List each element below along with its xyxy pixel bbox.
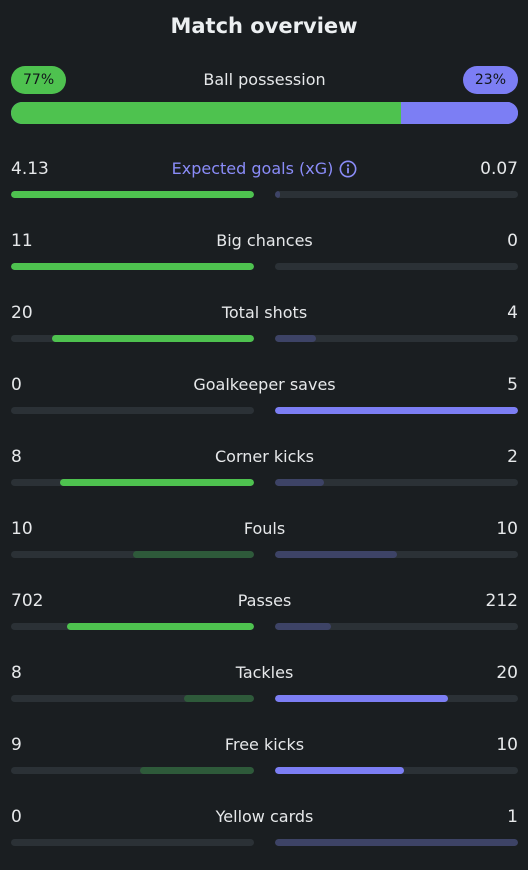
away-stat-bar-fill <box>275 767 404 774</box>
away-stat-bar <box>275 767 518 774</box>
stat-label-wrap: Goalkeeper saves <box>11 374 518 396</box>
home-stat-value: 8 <box>11 663 22 683</box>
stat-row: 0 Goalkeeper saves 5 <box>11 374 518 424</box>
page-title: Match overview <box>170 14 358 38</box>
stat-label: Goalkeeper saves <box>193 375 336 394</box>
away-stat-value: 0.07 <box>480 159 518 179</box>
home-stat-bar-fill <box>183 695 254 702</box>
stat-label-wrap: Tackles <box>11 662 518 684</box>
away-stat-bar <box>275 551 518 558</box>
away-stat-bar <box>275 623 518 630</box>
away-possession-badge: 23% <box>462 66 518 94</box>
stat-row: 10 Fouls 10 <box>11 518 518 568</box>
stat-label-wrap: Corner kicks <box>11 446 518 468</box>
away-stat-value: 2 <box>507 447 518 467</box>
home-stat-bar <box>11 335 254 342</box>
away-stat-bar <box>275 407 518 414</box>
home-stat-value: 8 <box>11 447 22 467</box>
stat-row: 0 Yellow cards 1 <box>11 806 518 856</box>
home-stat-value: 11 <box>11 231 33 251</box>
home-stat-bar-fill <box>11 191 254 198</box>
away-stat-value: 10 <box>496 735 518 755</box>
away-stat-bar-fill <box>275 839 518 846</box>
home-stat-bar-fill <box>132 551 254 558</box>
stat-label: Big chances <box>216 231 313 250</box>
home-possession-badge: 77% <box>11 66 67 94</box>
away-stat-bar <box>275 479 518 486</box>
away-stat-value: 212 <box>485 591 518 611</box>
home-stat-bar <box>11 479 254 486</box>
stat-label-wrap: Fouls <box>11 518 518 540</box>
stat-row: 702 Passes 212 <box>11 590 518 640</box>
home-possession-fill <box>11 102 402 124</box>
home-stat-value: 0 <box>11 807 22 827</box>
home-stat-value: 9 <box>11 735 22 755</box>
home-stat-bar <box>11 263 254 270</box>
away-stat-value: 1 <box>507 807 518 827</box>
away-possession-fill <box>401 102 518 124</box>
away-stat-bar-fill <box>275 191 280 198</box>
home-stat-bar <box>11 551 254 558</box>
home-stat-value: 702 <box>11 591 44 611</box>
stat-label: Passes <box>237 591 292 610</box>
away-stat-bar <box>275 335 518 342</box>
home-stat-bar <box>11 191 254 198</box>
home-stat-value: 4.13 <box>11 159 49 179</box>
stat-label: Corner kicks <box>214 447 314 466</box>
away-stat-bar <box>275 263 518 270</box>
stat-row: 20 Total shots 4 <box>11 302 518 352</box>
stat-label-wrap: Passes <box>11 590 518 612</box>
stat-label-wrap: Free kicks <box>11 734 518 756</box>
ball-possession-label: Ball possession <box>203 70 326 89</box>
stat-label-wrap: Big chances <box>11 230 518 252</box>
away-stat-bar <box>275 839 518 846</box>
stat-label-wrap: Yellow cards <box>11 806 518 828</box>
home-stat-bar-fill <box>139 767 254 774</box>
stat-row: 8 Corner kicks 2 <box>11 446 518 496</box>
away-stat-bar <box>275 191 518 198</box>
home-stat-bar-fill <box>59 479 254 486</box>
stat-label: Yellow cards <box>215 807 314 826</box>
stat-label: Expected goals (xG) <box>171 159 334 178</box>
away-stat-value: 10 <box>496 519 518 539</box>
home-stat-bar-fill <box>11 263 254 270</box>
stat-row: 9 Free kicks 10 <box>11 734 518 784</box>
stat-row: 8 Tackles 20 <box>11 662 518 712</box>
info-icon[interactable] <box>339 160 357 178</box>
away-stat-bar-fill <box>275 695 448 702</box>
home-stat-value: 10 <box>11 519 33 539</box>
stat-label: Free kicks <box>224 735 305 754</box>
home-stat-bar <box>11 695 254 702</box>
away-stat-bar-fill <box>275 479 324 486</box>
ball-possession-header: 77% Ball possession 23% <box>11 66 518 96</box>
home-stat-bar <box>11 407 254 414</box>
stat-label: Tackles <box>235 663 294 682</box>
stat-label-wrap: Total shots <box>11 302 518 324</box>
away-stat-value: 5 <box>507 375 518 395</box>
away-stat-bar-fill <box>275 551 397 558</box>
home-stat-value: 0 <box>11 375 22 395</box>
home-stat-bar <box>11 767 254 774</box>
away-stat-bar-fill <box>275 407 518 414</box>
away-stat-value: 20 <box>496 663 518 683</box>
stat-row: 11 Big chances 0 <box>11 230 518 280</box>
home-stat-bar <box>11 623 254 630</box>
away-stat-bar <box>275 695 518 702</box>
stat-row: 4.13 Expected goals (xG) 0.07 <box>11 158 518 208</box>
stat-label-wrap[interactable]: Expected goals (xG) <box>11 158 518 180</box>
ball-possession-bar <box>11 102 518 124</box>
home-stat-value: 20 <box>11 303 33 323</box>
away-stat-bar-fill <box>275 335 317 342</box>
home-stat-bar <box>11 839 254 846</box>
stat-label: Fouls <box>243 519 286 538</box>
home-stat-bar-fill <box>52 335 254 342</box>
away-stat-bar-fill <box>275 623 331 630</box>
away-stat-value: 0 <box>507 231 518 251</box>
away-stat-value: 4 <box>507 303 518 323</box>
home-stat-bar-fill <box>66 623 254 630</box>
stat-label: Total shots <box>221 303 308 322</box>
